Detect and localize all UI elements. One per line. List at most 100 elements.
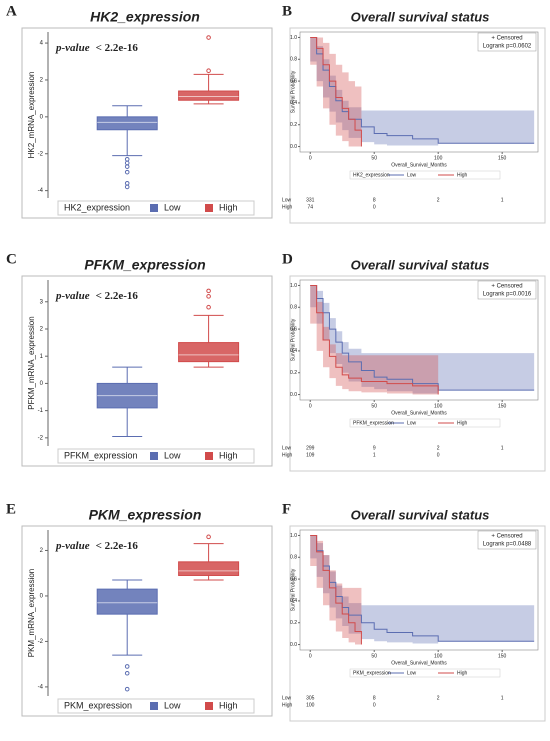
confidence-band <box>310 37 535 146</box>
panel: A HK2_expression -4 -2 0 2 4 HK2_mRNA_expressio… <box>6 3 273 219</box>
chart-title: Overall survival status <box>351 507 490 522</box>
risk-count: 74 <box>307 204 313 210</box>
y-axis-label: Survival Probability <box>290 318 296 361</box>
logrank: Logrank p=0.0602 <box>483 44 532 50</box>
risk-count: 1 <box>373 452 376 458</box>
x-tick-label: 150 <box>498 653 507 659</box>
outlier <box>124 164 130 169</box>
y-tick-label: 0.6 <box>290 576 297 582</box>
y-tick-label: 0.8 <box>290 57 297 63</box>
legend-frame <box>349 418 501 428</box>
risk-count: 0 <box>373 204 376 210</box>
confidence-band <box>310 535 535 644</box>
y-tick-label: -1 <box>38 408 44 414</box>
frame <box>289 525 546 722</box>
censor-label: + Censored <box>491 36 522 42</box>
y-tick-label: 1 <box>40 354 44 360</box>
panel: B Overall survival status 0.0 0.2 0.4 0.6 0.8 1… <box>282 3 546 224</box>
x-axis-label: Overall_Survival_Months <box>391 162 447 168</box>
survival-line <box>310 36 362 147</box>
outlier <box>124 169 130 175</box>
legend-label: Low <box>407 670 417 676</box>
y-tick-label: 0.4 <box>290 100 297 106</box>
y-axis-label: PFKM_mRNA_expression <box>27 316 36 409</box>
p-value: p-value < 2.2e-16 <box>55 290 138 302</box>
legend-label: Low <box>407 172 417 178</box>
risk-count: 299 <box>306 445 315 451</box>
chart-title: Overall survival status <box>351 257 490 272</box>
y-axis-label: HK2_mRNA_expression <box>27 72 36 159</box>
risk-row-label: High <box>282 452 293 458</box>
risk-row-label: Low <box>282 695 292 701</box>
panel-label: E <box>6 501 16 517</box>
chart-title: Overall survival status <box>351 9 490 24</box>
outlier <box>124 664 130 669</box>
outlier <box>124 686 130 692</box>
panel-label: A <box>6 3 17 19</box>
frame <box>289 275 546 472</box>
y-tick-label: -2 <box>38 151 44 157</box>
y-tick-label: 1.0 <box>290 35 297 41</box>
legend-label: Low <box>164 202 181 212</box>
risk-row-label: Low <box>282 197 292 203</box>
risk-count: 8 <box>373 695 376 701</box>
panel-label: F <box>282 501 291 517</box>
y-tick-label: 0.0 <box>290 642 297 648</box>
risk-count: 1 <box>501 197 504 203</box>
legend-label: High <box>219 450 238 460</box>
p-space: < 2.2e-16 <box>96 540 139 552</box>
risk-count: 8 <box>373 197 376 203</box>
legend-title: PFKM_expression <box>64 450 138 460</box>
legend-swatch <box>150 204 158 212</box>
x-axis-label: Overall_Survival_Months <box>391 410 447 416</box>
risk-count: 2 <box>437 695 440 701</box>
y-tick-label: 3 <box>40 299 44 305</box>
inset-legend <box>477 32 537 52</box>
p-label: p-value <box>55 290 90 302</box>
box <box>96 116 158 131</box>
survival-line <box>310 284 439 395</box>
p-space: < 2.2e-16 <box>96 290 139 302</box>
survival-line <box>310 534 362 645</box>
y-tick-label: 0 <box>40 381 44 387</box>
outlier <box>206 534 211 540</box>
y-tick-label: 1.0 <box>290 283 297 289</box>
risk-row-label: High <box>282 204 293 210</box>
legend-title: HK2_expression <box>353 172 390 178</box>
box <box>96 588 158 615</box>
panel-label: D <box>282 251 293 267</box>
legend-label: High <box>219 202 238 212</box>
outlier <box>206 288 211 294</box>
y-tick-label: 2 <box>40 78 44 84</box>
legend-swatch <box>150 452 158 460</box>
legend-label: Low <box>164 450 181 460</box>
y-tick-label: 2 <box>40 548 44 554</box>
legend-frame <box>57 448 255 464</box>
legend-title: PFKM_expression <box>353 420 394 426</box>
panel: C PFKM_expression -2 -1 0 1 2 3 PFKM_mRNA_expres… <box>6 251 273 467</box>
y-tick-label: 0.8 <box>290 555 297 561</box>
survival-line <box>310 284 535 391</box>
p-space: < 2.2e-16 <box>96 42 139 54</box>
x-tick-label: 0 <box>309 653 312 659</box>
box <box>178 90 240 101</box>
legend-title: PKM_expression <box>64 700 132 710</box>
x-tick-label: 50 <box>371 653 377 659</box>
y-tick-label: -4 <box>38 188 44 194</box>
y-tick-label: -4 <box>38 684 44 690</box>
legend-swatch <box>205 702 213 710</box>
y-tick-label: 0.6 <box>290 78 297 84</box>
x-tick-label: 100 <box>434 653 443 659</box>
x-tick-label: 50 <box>371 403 377 409</box>
legend-frame <box>57 698 255 714</box>
panel-label: B <box>282 3 292 19</box>
outlier <box>124 160 130 166</box>
outlier <box>206 68 211 74</box>
y-tick-label: 0.0 <box>290 144 297 150</box>
outlier <box>206 35 211 40</box>
risk-count: 0 <box>437 452 440 458</box>
y-tick-label: 0.6 <box>290 326 297 332</box>
p-value: p-value < 2.2e-16 <box>55 540 138 552</box>
legend-frame <box>349 170 501 180</box>
